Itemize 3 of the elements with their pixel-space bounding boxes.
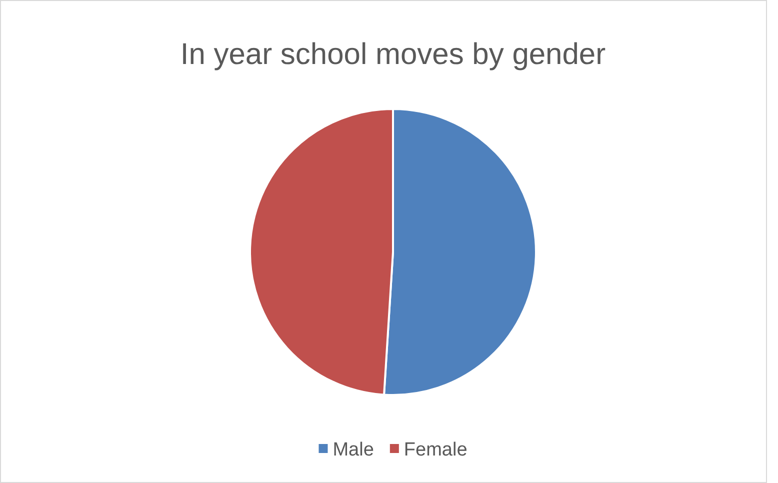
chart-title: In year school moves by gender xyxy=(180,38,606,71)
legend-label: Male xyxy=(332,440,374,461)
legend-label: Female xyxy=(404,440,468,461)
